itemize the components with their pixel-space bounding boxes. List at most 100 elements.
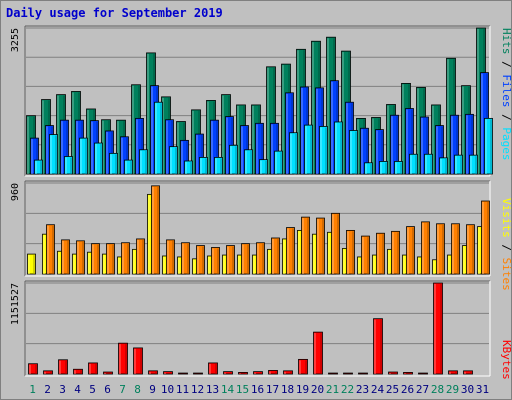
- bar-kbytes-day-23: [358, 372, 368, 375]
- day-label-13: 13: [206, 383, 219, 396]
- day-label-16: 16: [251, 383, 264, 396]
- bar-pages-day-25: [394, 161, 403, 175]
- bar-sites-day-19: [301, 216, 310, 275]
- day-label-24: 24: [371, 383, 385, 396]
- day-label-28: 28: [431, 383, 444, 396]
- day-label-31: 31: [476, 383, 489, 396]
- bar-kbytes-day-1: [28, 363, 38, 375]
- day-label-19: 19: [296, 383, 309, 396]
- bar-sites-day-9: [151, 185, 160, 275]
- bar-kbytes-day-11: [178, 372, 188, 375]
- day-label-8: 8: [134, 383, 141, 396]
- bar-pages-day-10: [169, 146, 178, 175]
- bar-kbytes-day-10: [163, 371, 173, 375]
- day-label-29: 29: [446, 383, 459, 396]
- bar-pages-day-23: [364, 162, 373, 175]
- bar-pages-day-18: [289, 132, 298, 175]
- bar-sites-day-30: [466, 224, 475, 275]
- bar-sites-day-14: [226, 245, 235, 275]
- day-label-21: 21: [326, 383, 339, 396]
- panel-3-background: [25, 281, 490, 376]
- bar-sites-day-17: [271, 237, 280, 275]
- legend-3: KBytes: [500, 340, 512, 380]
- day-label-18: 18: [281, 383, 294, 396]
- bar-kbytes-day-30: [463, 370, 473, 375]
- bar-pages-day-7: [124, 159, 133, 175]
- bar-sites-day-8: [136, 238, 145, 275]
- day-label-2: 2: [44, 383, 51, 396]
- bar-pages-day-15: [244, 149, 253, 175]
- bar-sites-day-6: [106, 243, 115, 275]
- bar-kbytes-day-17: [268, 370, 278, 375]
- bar-sites-day-21: [331, 212, 340, 275]
- bar-pages-day-30: [469, 154, 478, 175]
- bar-sites-day-25: [391, 230, 400, 275]
- bar-pages-day-8: [139, 149, 148, 175]
- bar-kbytes-day-16: [253, 371, 263, 375]
- bar-pages-day-2: [49, 134, 58, 175]
- bar-pages-day-29: [454, 154, 463, 175]
- bar-sites-day-10: [166, 239, 175, 275]
- day-label-1: 1: [29, 383, 36, 396]
- bar-pages-day-28: [439, 157, 448, 175]
- bar-kbytes-day-26: [403, 372, 413, 375]
- bar-kbytes-day-12: [193, 372, 203, 375]
- day-label-22: 22: [341, 383, 354, 396]
- bar-sites-day-3: [61, 239, 70, 275]
- bar-kbytes-day-7: [118, 342, 128, 375]
- bar-kbytes-day-24: [373, 318, 383, 375]
- bar-visits-day-1: [27, 253, 36, 275]
- bar-sites-day-22: [346, 229, 355, 275]
- bar-sites-day-24: [376, 232, 385, 275]
- bar-sites-day-29: [451, 223, 460, 275]
- day-label-11: 11: [176, 383, 189, 396]
- bar-pages-day-6: [109, 152, 118, 175]
- bar-pages-day-24: [379, 161, 388, 175]
- day-label-6: 6: [104, 383, 111, 396]
- bar-sites-day-11: [181, 242, 190, 275]
- bar-pages-day-19: [304, 124, 313, 175]
- bar-kbytes-day-21: [328, 372, 338, 375]
- bar-kbytes-day-20: [313, 331, 323, 375]
- legend-2: Visits / Sites: [500, 198, 512, 291]
- bar-sites-day-23: [361, 235, 370, 275]
- chart-title: Daily usage for September 2019: [6, 6, 223, 20]
- bar-kbytes-day-2: [43, 370, 53, 375]
- day-label-25: 25: [386, 383, 399, 396]
- bar-kbytes-day-9: [148, 370, 158, 375]
- bar-sites-day-20: [316, 217, 325, 275]
- day-label-20: 20: [311, 383, 324, 396]
- bar-pages-day-16: [259, 159, 268, 175]
- bar-sites-day-27: [421, 221, 430, 275]
- bar-pages-day-4: [79, 137, 88, 175]
- bar-sites-day-7: [121, 242, 130, 275]
- day-label-12: 12: [191, 383, 204, 396]
- bar-kbytes-day-3: [58, 359, 68, 375]
- bar-kbytes-day-22: [343, 372, 353, 375]
- bar-sites-day-4: [76, 240, 85, 275]
- bar-pages-day-1: [34, 159, 43, 175]
- bar-sites-day-13: [211, 247, 220, 275]
- legend-1: Hits / Files / Pages: [500, 28, 512, 161]
- day-label-30: 30: [461, 383, 474, 396]
- bar-sites-day-15: [241, 243, 250, 275]
- bar-pages-day-5: [94, 142, 103, 175]
- day-label-10: 10: [161, 383, 174, 396]
- day-label-3: 3: [59, 383, 66, 396]
- bar-pages-day-11: [184, 160, 193, 175]
- bar-pages-day-17: [274, 150, 283, 175]
- bar-kbytes-day-28: [433, 282, 443, 375]
- bar-sites-day-18: [286, 227, 295, 275]
- day-label-4: 4: [74, 383, 81, 396]
- bar-kbytes-day-15: [238, 372, 248, 375]
- bar-pages-day-21: [334, 121, 343, 175]
- bar-kbytes-day-13: [208, 362, 218, 375]
- bar-kbytes-day-27: [418, 372, 428, 375]
- y-axis-max-label: 1151527: [10, 283, 21, 325]
- bar-kbytes-day-29: [448, 370, 458, 375]
- bar-sites-day-16: [256, 242, 265, 275]
- bar-sites-day-2: [46, 224, 55, 275]
- bar-pages-day-20: [319, 126, 328, 175]
- bar-sites-day-5: [91, 243, 100, 275]
